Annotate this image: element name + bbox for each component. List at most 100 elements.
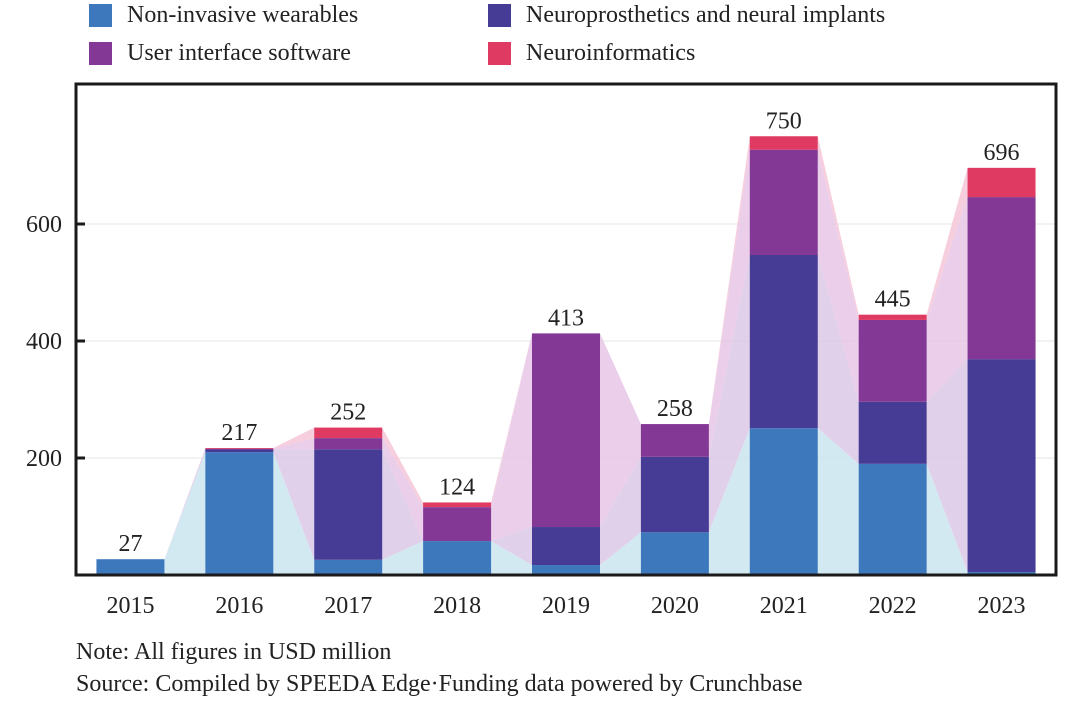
- connector-area: [926, 463, 968, 575]
- bar-segment: [967, 167, 1036, 198]
- legend-label: Neuroinformatics: [526, 40, 696, 66]
- connector-area: [817, 428, 859, 575]
- legend-item-user-interface-software: User interface software: [89, 40, 351, 67]
- connector-area: [926, 197, 968, 402]
- bar-segment: [205, 452, 274, 575]
- bar-segment: [96, 559, 165, 575]
- connector-area: [708, 428, 750, 575]
- connector-area: [273, 449, 315, 560]
- bar-segment: [749, 255, 818, 429]
- bar-segment: [205, 449, 274, 453]
- legend-label: User interface software: [127, 40, 351, 66]
- bar-segment: [314, 427, 383, 439]
- legend-swatch: [488, 4, 511, 27]
- connector-area: [926, 167, 968, 320]
- connector-area: [491, 333, 532, 508]
- legend-label: Non-invasive wearables: [127, 2, 359, 28]
- bar-segment: [749, 428, 818, 575]
- bar-segment: [640, 424, 709, 457]
- bar-segment: [205, 448, 274, 449]
- connector-area: [273, 427, 315, 449]
- connector-area: [600, 333, 641, 528]
- connector-area: [926, 359, 968, 573]
- x-tick-label: 2015: [106, 593, 154, 619]
- bar-segment: [967, 359, 1036, 573]
- x-tick-label: 2020: [651, 593, 699, 619]
- legend-swatch: [89, 4, 112, 27]
- bar-segment: [205, 448, 274, 450]
- connector-area: [600, 456, 641, 566]
- bar-segment: [314, 449, 383, 560]
- bar-segment: [640, 456, 709, 533]
- bar-segment: [749, 136, 818, 150]
- connector-area: [164, 452, 206, 575]
- total-label: 252: [330, 400, 366, 426]
- connector-area: [491, 527, 532, 566]
- connector-area: [273, 452, 315, 575]
- bar-segment: [967, 197, 1036, 360]
- bar-segment: [314, 559, 383, 575]
- total-label: 258: [657, 396, 693, 422]
- bar-segment: [858, 463, 927, 575]
- legend-item-neuroinformatics: Neuroinformatics: [488, 40, 695, 67]
- connector-area: [382, 427, 424, 508]
- connector-areas: [164, 136, 968, 575]
- legend-swatch: [89, 42, 112, 65]
- connector-area: [164, 449, 206, 560]
- connector-area: [817, 136, 859, 320]
- bars: [96, 136, 1036, 575]
- total-label: 413: [548, 305, 584, 331]
- total-labels: 27 217 252 124 413 258 750 445 696: [118, 108, 1019, 557]
- legend-item-non-invasive-wearables: Non-invasive wearables: [89, 2, 358, 29]
- bar-segment: [858, 319, 927, 402]
- legend-label: Neuroprosthetics and neural implants: [526, 2, 886, 28]
- bar-segment: [640, 532, 709, 575]
- bar-segment: [314, 438, 383, 450]
- bar-segment: [858, 401, 927, 464]
- bar-segment: [858, 314, 927, 320]
- connector-area: [382, 438, 424, 542]
- bar-segment: [749, 149, 818, 256]
- x-tick-label: 2016: [215, 593, 263, 619]
- connector-area: [817, 255, 859, 464]
- connector-area: [382, 541, 424, 575]
- total-label: 217: [221, 420, 257, 446]
- legend-item-neuroprosthetics: Neuroprosthetics and neural implants: [488, 2, 885, 29]
- plot-frame: [74, 82, 1058, 577]
- legend-swatch: [488, 42, 511, 65]
- note-text: Note: All figures in USD million: [76, 639, 392, 665]
- x-tick-label: 2018: [433, 593, 481, 619]
- total-label: 696: [984, 140, 1020, 166]
- connector-area: [382, 449, 424, 560]
- total-label: 750: [766, 108, 802, 134]
- axes: 2015 2016 2017 2018 2019 2020 2021 2022 2023 200 4…: [26, 82, 1058, 619]
- x-tick-label: 2023: [978, 593, 1026, 619]
- x-tick-label: 2022: [869, 593, 917, 619]
- connector-area: [164, 448, 206, 560]
- bar-segment: [423, 507, 492, 542]
- x-tick-label: 2021: [760, 593, 808, 619]
- x-tick-label: 2017: [324, 593, 372, 619]
- y-tick-label: 600: [26, 212, 62, 238]
- connector-area: [708, 149, 750, 457]
- total-label: 445: [875, 287, 911, 313]
- y-tick-label: 400: [26, 329, 62, 355]
- total-label: 27: [118, 531, 142, 557]
- connector-area: [708, 136, 750, 425]
- total-label: 124: [439, 474, 475, 500]
- bar-segment: [532, 565, 600, 575]
- connector-area: [273, 438, 315, 450]
- bar-segment: [532, 333, 600, 528]
- x-tick-label: 2019: [542, 593, 590, 619]
- source-text: Source: Compiled by SPEEDA Edge·Funding …: [76, 671, 803, 697]
- chart-legend: Non-invasive wearables Neuroprosthetics …: [0, 0, 1080, 70]
- y-tick-label: 200: [26, 446, 62, 472]
- connector-area: [708, 255, 750, 533]
- bar-segment: [423, 502, 492, 508]
- bar-segment: [532, 527, 600, 566]
- connector-area: [817, 149, 859, 402]
- connector-area: [491, 541, 532, 575]
- connector-area: [491, 333, 532, 542]
- bar-segment: [423, 541, 492, 575]
